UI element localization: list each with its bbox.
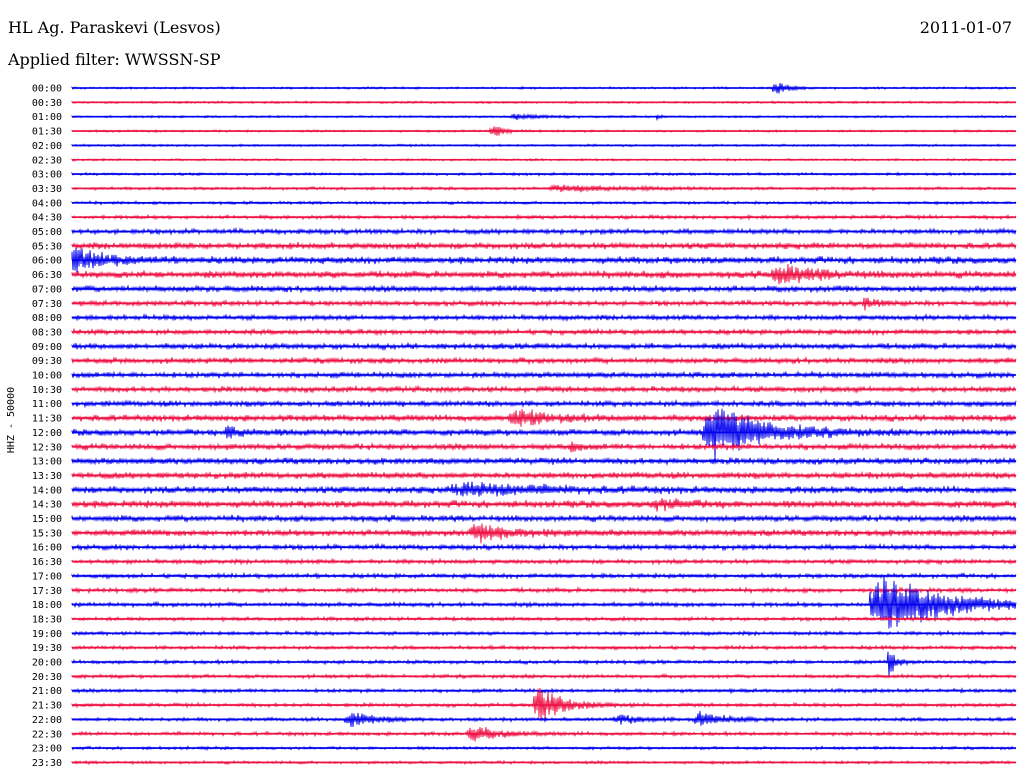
row-time-label: 20:00 [32,658,62,669]
tick-labels: 00:00 00:30 01:00 01:30 02:00 02:30 03:00 03:30… [32,84,62,769]
row-time-label: 07:00 [32,284,62,295]
row-time-label: 00:30 [32,98,62,109]
row-time-label: 06:00 [32,256,62,267]
station-title: HL Ag. Paraskevi (Lesvos) [8,18,221,37]
row-time-label: 09:30 [32,356,62,367]
row-time-label: 17:30 [32,586,62,597]
row-time-label: 16:30 [32,557,62,568]
row-time-label: 01:30 [32,127,62,138]
row-time-label: 10:30 [32,385,62,396]
row-time-label: 13:30 [32,471,62,482]
row-time-label: 14:30 [32,500,62,511]
row-time-label: 22:30 [32,729,62,740]
row-time-label: 21:30 [32,701,62,712]
row-time-label: 22:00 [32,715,62,726]
row-time-label: 07:30 [32,299,62,310]
row-time-label: 12:00 [32,428,62,439]
row-time-label: 17:00 [32,571,62,582]
row-time-label: 04:00 [32,198,62,209]
trace-line [71,687,1017,720]
row-time-label: 02:30 [32,155,62,166]
row-time-label: 11:00 [32,399,62,410]
trace-line [71,575,1017,629]
row-time-label: 09:00 [32,342,62,353]
row-time-label: 14:00 [32,485,62,496]
row-time-label: 19:00 [32,629,62,640]
row-time-label: 05:30 [32,241,62,252]
row-time-label: 21:00 [32,686,62,697]
row-time-label: 04:30 [32,213,62,224]
row-time-label: 20:30 [32,672,62,683]
row-time-label: 11:30 [32,414,62,425]
traces [71,82,1017,766]
row-time-label: 15:30 [32,528,62,539]
row-time-label: 03:00 [32,170,62,181]
date-label: 2011-01-07 [919,18,1012,37]
y-axis-label: HHZ - 50000 [6,387,17,453]
row-time-label: 08:00 [32,313,62,324]
row-time-label: 10:00 [32,371,62,382]
row-time-label: 05:00 [32,227,62,238]
row-time-label: 15:00 [32,514,62,525]
row-time-label: 19:30 [32,643,62,654]
row-time-label: 12:30 [32,442,62,453]
row-time-label: 18:00 [32,600,62,611]
row-time-label: 23:30 [32,758,62,769]
row-time-label: 08:30 [32,327,62,338]
row-time-label: 13:00 [32,457,62,468]
row-time-label: 23:00 [32,744,62,755]
trace-line [71,651,1017,676]
row-time-label: 16:00 [32,543,62,554]
row-time-label: 02:00 [32,141,62,152]
filter-label: Applied filter: WWSSN-SP [8,50,221,69]
row-time-label: 01:00 [32,112,62,123]
trace-line [71,297,1017,311]
row-time-label: 00:00 [32,84,62,95]
row-time-label: 06:30 [32,270,62,281]
row-time-label: 18:30 [32,614,62,625]
row-time-label: 03:30 [32,184,62,195]
